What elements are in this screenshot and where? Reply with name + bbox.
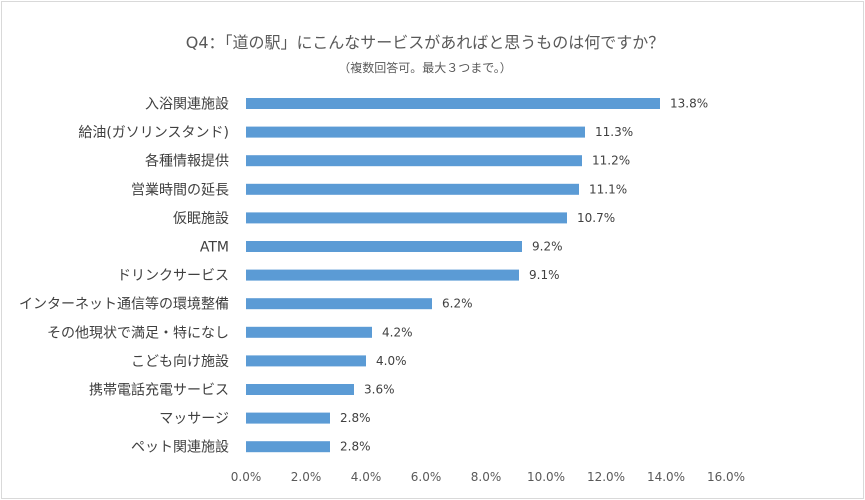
value-label: 9.1%: [529, 268, 560, 282]
bar: [246, 355, 366, 367]
bar: [246, 155, 582, 167]
bar: [246, 384, 354, 395]
bar: [246, 326, 372, 338]
value-label: 2.8%: [340, 411, 371, 425]
value-label: 6.2%: [442, 297, 473, 311]
x-axis-tick-labels: 0.0% 2.0% 4.0% 6.0% 8.0% 10.0% 12.0% 14.0% 16.0%: [231, 470, 745, 484]
category-label: 営業時間の延長: [131, 182, 229, 198]
bar: [246, 298, 432, 310]
value-label: 9.2%: [532, 240, 563, 254]
x-tick-label: 14.0%: [647, 470, 685, 484]
value-label: 3.6%: [364, 383, 395, 397]
bar: [246, 412, 330, 424]
x-tick-label: 0.0%: [231, 470, 262, 484]
value-label: 4.2%: [382, 325, 413, 339]
value-label: 10.7%: [577, 211, 615, 225]
bar: [246, 126, 585, 138]
x-tick-label: 10.0%: [527, 470, 565, 484]
x-tick-label: 6.0%: [411, 470, 442, 484]
x-tick-label: 4.0%: [351, 470, 382, 484]
bar: [246, 98, 660, 109]
category-label: 仮眠施設: [173, 211, 229, 227]
x-tick-label: 16.0%: [707, 470, 745, 484]
chart-subtitle: （複数回答可。最大３つまで。）: [338, 60, 512, 75]
value-label: 11.1%: [589, 182, 627, 196]
category-label: インターネット通信等の環境整備: [19, 296, 229, 313]
value-label: 2.8%: [340, 440, 371, 454]
value-label: 4.0%: [376, 354, 407, 368]
category-label: 入浴関連施設: [145, 97, 229, 113]
category-label: 携帯電話充電サービス: [89, 382, 229, 399]
bar: [246, 241, 522, 252]
value-labels: 13.8% 11.3% 11.2% 11.1% 10.7% 9.2% 9.1% 6.2% 4.2…: [340, 97, 708, 454]
value-label: 11.2%: [592, 154, 630, 168]
x-tick-label: 8.0%: [471, 470, 502, 484]
category-label: ATM: [200, 240, 229, 256]
value-label: 11.3%: [595, 125, 633, 139]
category-label: こども向け施設: [131, 354, 229, 370]
category-label: ペット関連施設: [131, 440, 229, 456]
category-label: 給油(ガソリンスタンド): [78, 125, 229, 141]
chart-title: Q4：「道の駅」にこんなサービスがあればと思うものは何ですか？: [186, 33, 664, 52]
x-tick-label: 12.0%: [587, 470, 625, 484]
value-label: 13.8%: [670, 97, 708, 111]
x-tick-label: 2.0%: [291, 470, 322, 484]
category-label: ドリンクサービス: [117, 268, 229, 284]
category-label: マッサージ: [159, 411, 229, 427]
bar: [246, 183, 579, 195]
bars-group: [246, 98, 660, 453]
bar: [246, 441, 330, 453]
category-label: 各種情報提供: [145, 154, 229, 170]
bar: [246, 212, 567, 224]
bar: [246, 269, 519, 281]
category-label: その他現状で満足・特になし: [47, 325, 229, 341]
